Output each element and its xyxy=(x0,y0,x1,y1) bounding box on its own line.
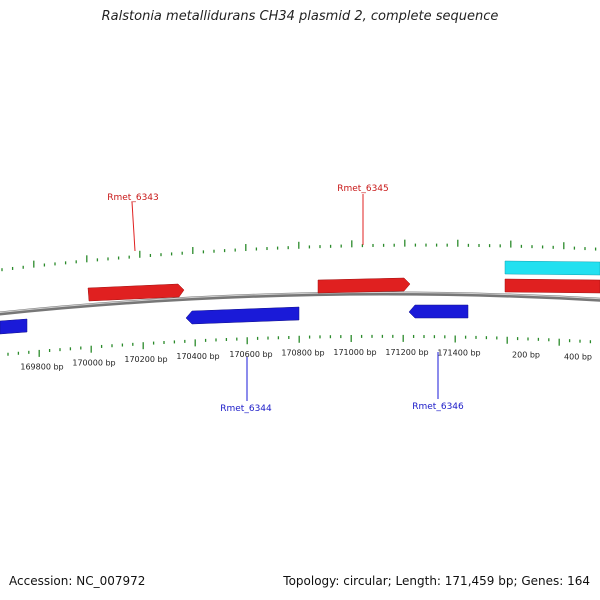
backbone-arc xyxy=(0,291,600,316)
gene-rmet-6345[interactable] xyxy=(317,277,411,294)
sequence-stats-text: Topology: circular; Length: 171,459 bp; … xyxy=(283,574,590,588)
gene-label-rmet-6343[interactable]: Rmet_6343 xyxy=(107,193,159,203)
tick-label: 170200 bp xyxy=(124,355,167,364)
feature-cyan-right[interactable] xyxy=(504,260,600,276)
outer-tick-track xyxy=(1,239,597,272)
tick-label: 171000 bp xyxy=(333,348,376,357)
tick-label: 170000 bp xyxy=(72,359,115,368)
tick-label: 171200 bp xyxy=(385,348,428,357)
tick-label: 400 bp xyxy=(564,353,592,362)
gene-rmet-6346[interactable] xyxy=(408,304,469,319)
backbone-arc-highlight xyxy=(0,292,600,313)
tick-label: 170400 bp xyxy=(176,352,219,361)
accession-text: Accession: NC_007972 xyxy=(9,574,146,588)
gene-label-rmet-6345[interactable]: Rmet_6345 xyxy=(337,184,389,194)
gene-rmet-6344[interactable] xyxy=(185,306,300,325)
gene-label-rmet-6346[interactable]: Rmet_6346 xyxy=(412,402,464,412)
inner-tick-track xyxy=(7,334,592,357)
tick-label: 200 bp xyxy=(512,350,540,359)
tick-label: 169800 bp xyxy=(20,363,63,372)
tick-label: 170600 bp xyxy=(229,350,272,359)
gene-label-rmet-6344[interactable]: Rmet_6344 xyxy=(220,404,272,414)
gene-forward-right[interactable] xyxy=(504,278,600,294)
gene-rmet-6343[interactable] xyxy=(87,283,185,302)
tick-label: 171400 bp xyxy=(437,349,480,358)
map-title: Ralstonia metallidurans CH34 plasmid 2, … xyxy=(101,9,499,24)
tick-label: 170800 bp xyxy=(281,349,324,358)
gene-reverse-left[interactable] xyxy=(0,318,28,335)
leader-line-rmet-6343 xyxy=(131,201,136,252)
tick-label-group: 169800 bp 170000 bp 170200 bp 170400 bp 1706… xyxy=(20,348,592,372)
